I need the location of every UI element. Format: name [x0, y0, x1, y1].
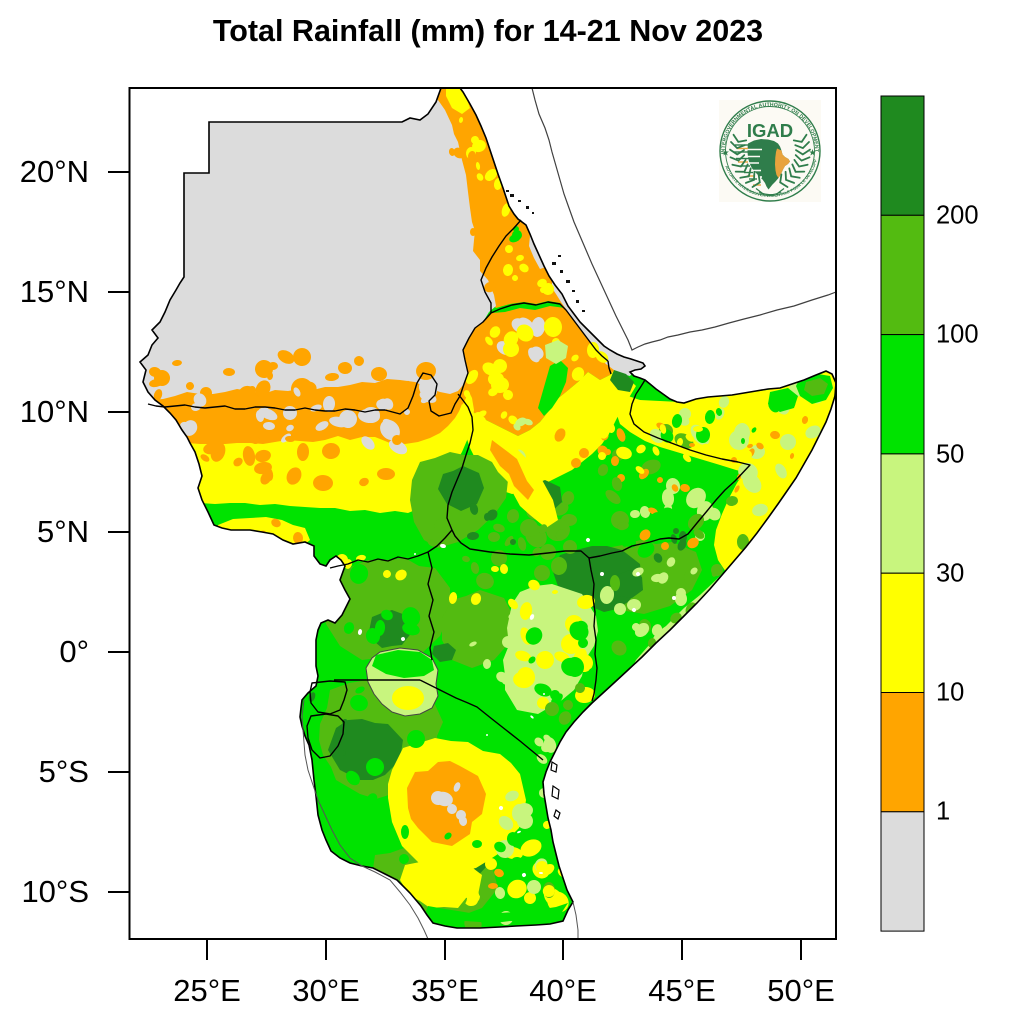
- svg-text:★: ★: [722, 148, 730, 158]
- svg-text:★: ★: [809, 148, 817, 158]
- svg-text:IGAD: IGAD: [747, 120, 793, 141]
